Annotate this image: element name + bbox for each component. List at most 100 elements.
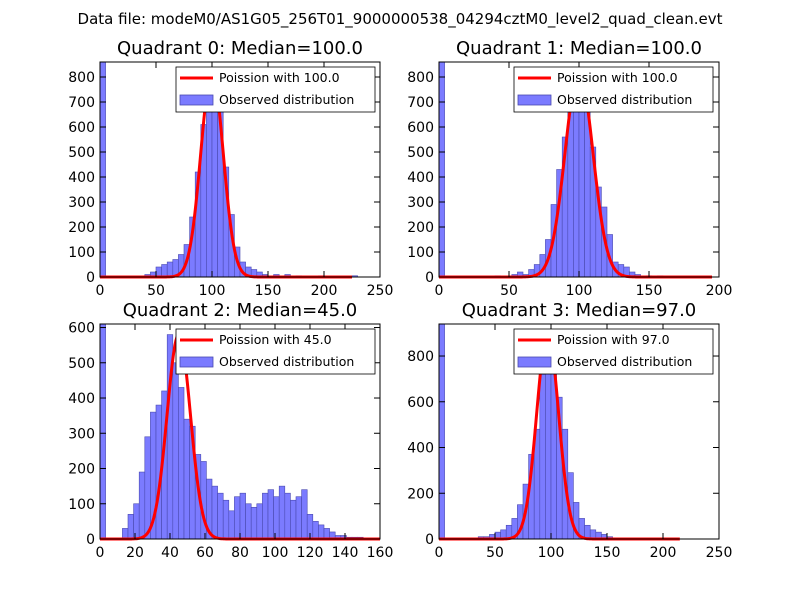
x-tick-label: 50 <box>500 283 518 299</box>
histogram-bar <box>301 489 308 540</box>
histogram-bar <box>127 514 134 540</box>
x-tick-label: 140 <box>332 545 359 561</box>
y-tick-label: 400 <box>407 170 434 186</box>
suptitle: Data file: modeM0/AS1G05_256T01_90000005… <box>78 10 723 29</box>
y-tick-label: 800 <box>68 70 95 86</box>
legend-poisson-label: Poission with 100.0 <box>557 70 678 85</box>
axis-ticks: 0 50 100 150 200 250 0 100 200 300 400 500 600 700 800 <box>68 62 393 299</box>
legend: Poission with 45.0 Observed distribution <box>175 328 376 375</box>
histogram-bar <box>438 61 445 278</box>
y-tick-label: 600 <box>407 395 434 411</box>
y-tick-label: 400 <box>68 391 95 407</box>
y-tick-label: 600 <box>68 321 95 337</box>
x-tick-label: 100 <box>566 283 593 299</box>
panel-quadrant-0: Quadrant 0: Median=100.0 0 50 100 150 200 250… <box>68 38 393 299</box>
y-tick-label: 100 <box>407 245 434 261</box>
x-tick-label: 20 <box>126 545 144 561</box>
histogram-bar <box>573 89 580 278</box>
axes-frame <box>438 323 720 540</box>
histogram-bar <box>323 528 330 540</box>
y-tick-label: 600 <box>407 120 434 136</box>
histogram-bar <box>99 323 106 540</box>
histogram-bar <box>312 521 319 540</box>
x-tick-label: 100 <box>538 545 565 561</box>
histogram-bar <box>278 485 286 540</box>
x-tick-label: 40 <box>161 545 179 561</box>
legend-poisson-label: Poission with 97.0 <box>557 332 670 347</box>
histogram-bar <box>539 374 546 540</box>
x-tick-label: 0 <box>96 283 105 299</box>
legend-poisson-label: Poission with 45.0 <box>219 332 332 347</box>
histogram-bar <box>284 492 291 540</box>
y-tick-label: 300 <box>68 426 95 442</box>
x-tick-label: 160 <box>367 545 394 561</box>
x-tick-label: 150 <box>255 283 282 299</box>
panel-title: Quadrant 3: Median=97.0 <box>462 300 697 321</box>
legend-observed-label: Observed distribution <box>557 92 692 107</box>
x-tick-label: 200 <box>311 283 338 299</box>
y-tick-label: 700 <box>68 95 95 111</box>
axis-ticks: 0 50 100 150 200 0 100 200 300 400 500 600 700 800 <box>407 62 732 299</box>
histogram-bar <box>178 387 185 540</box>
x-tick-label: 0 <box>96 545 105 561</box>
histogram-bar <box>290 499 297 540</box>
y-tick-label: 800 <box>407 349 434 365</box>
x-tick-label: 150 <box>594 545 621 561</box>
x-tick-label: 150 <box>636 283 663 299</box>
x-tick-label: 50 <box>486 545 504 561</box>
histogram-bar <box>133 503 140 540</box>
histogram-bar <box>99 61 106 278</box>
x-tick-label: 100 <box>262 545 289 561</box>
x-tick-label: 120 <box>297 545 324 561</box>
histogram-bar <box>144 436 151 540</box>
panel-quadrant-3: Quadrant 3: Median=97.0 0 50 100 150 200 2500… <box>407 300 732 561</box>
y-tick-label: 300 <box>407 195 434 211</box>
histogram-bar <box>166 261 174 278</box>
histogram-bar <box>222 499 230 540</box>
legend: Poission with 100.0 Observed distributio… <box>175 66 376 113</box>
legend-observed-label: Observed distribution <box>219 92 354 107</box>
y-tick-label: 0 <box>425 270 434 286</box>
y-tick-label: 500 <box>68 356 95 372</box>
histogram-bar <box>250 506 258 540</box>
legend: Poission with 97.0 Observed distribution <box>513 328 714 375</box>
panel-title: Quadrant 0: Median=100.0 <box>117 38 363 59</box>
legend-observed-swatch <box>517 356 552 368</box>
histogram-bar <box>211 89 218 278</box>
y-tick-label: 200 <box>68 462 95 478</box>
histogram-bar <box>273 496 280 540</box>
legend-observed-swatch <box>179 356 214 368</box>
y-tick-label: 500 <box>68 145 95 161</box>
x-tick-label: 250 <box>706 545 733 561</box>
x-tick-label: 100 <box>199 283 226 299</box>
x-tick-label: 60 <box>196 545 214 561</box>
histogram-bar <box>172 362 179 540</box>
histogram-bar <box>245 503 252 540</box>
histogram-bar <box>138 471 146 540</box>
histogram-bar <box>161 264 168 278</box>
histogram-bar <box>318 524 325 540</box>
y-tick-label: 0 <box>86 532 95 548</box>
histogram-bar <box>228 510 235 540</box>
legend: Poission with 100.0 Observed distributio… <box>513 66 714 113</box>
y-tick-label: 200 <box>407 486 434 502</box>
axis-ticks: 0 50 100 150 200 250 0 200 400 600 800 <box>407 324 732 561</box>
legend-observed-label: Observed distribution <box>557 354 692 369</box>
histogram-bar <box>122 528 129 540</box>
histogram-bar <box>211 485 218 540</box>
panel-title: Quadrant 1: Median=100.0 <box>456 38 702 59</box>
histogram-bar <box>295 496 302 540</box>
y-tick-label: 0 <box>86 270 95 286</box>
y-tick-label: 100 <box>68 245 95 261</box>
panel-quadrant-2: Quadrant 2: Median=45.0 0 20 40 60 80 100 120 1… <box>68 300 393 561</box>
x-tick-label: 200 <box>706 283 733 299</box>
legend-observed-label: Observed distribution <box>219 354 354 369</box>
y-tick-label: 500 <box>407 145 434 161</box>
legend-observed-swatch <box>517 94 552 106</box>
legend-poisson-label: Poission with 100.0 <box>219 70 340 85</box>
y-tick-label: 300 <box>68 195 95 211</box>
histogram-bar <box>262 492 269 540</box>
x-tick-label: 80 <box>231 545 249 561</box>
axes-frame <box>99 61 381 278</box>
y-tick-label: 800 <box>407 70 434 86</box>
